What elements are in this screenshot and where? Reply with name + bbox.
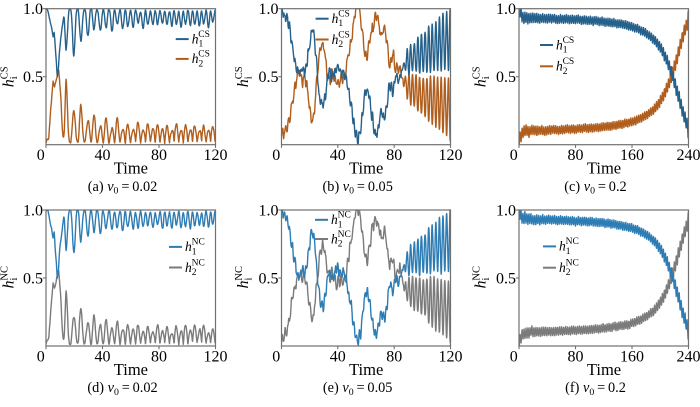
svg-text:240: 240 (677, 147, 700, 164)
svg-text:80: 80 (568, 349, 584, 366)
svg-text:Time: Time (587, 360, 621, 379)
svg-text:120: 120 (439, 147, 463, 164)
svg-text:40: 40 (95, 349, 111, 366)
svg-text:(a) v0 = 0.02: (a) v0 = 0.02 (88, 179, 158, 197)
svg-text:Time: Time (349, 360, 383, 379)
svg-text:40: 40 (95, 147, 111, 164)
svg-text:0.5: 0.5 (23, 270, 43, 287)
svg-text:0.5: 0.5 (23, 69, 43, 86)
svg-text:Time: Time (114, 360, 148, 379)
svg-text:Time: Time (349, 159, 383, 178)
svg-text:1.0: 1.0 (496, 202, 516, 219)
svg-text:Time: Time (114, 159, 148, 178)
svg-text:120: 120 (204, 349, 228, 366)
svg-text:80: 80 (386, 147, 402, 164)
svg-text:(d) v0 = 0.02: (d) v0 = 0.02 (87, 380, 157, 398)
svg-text:0.5: 0.5 (259, 69, 279, 86)
svg-text:(f) v0 = 0.2: (f) v0 = 0.2 (565, 380, 626, 398)
svg-text:160: 160 (620, 147, 644, 164)
svg-text:1.0: 1.0 (23, 202, 43, 219)
svg-text:240: 240 (677, 349, 700, 366)
svg-text:0.5: 0.5 (496, 69, 516, 86)
svg-text:0: 0 (37, 349, 45, 366)
svg-text:80: 80 (151, 349, 167, 366)
svg-text:80: 80 (151, 147, 167, 164)
svg-text:40: 40 (330, 349, 346, 366)
svg-text:1.0: 1.0 (259, 1, 279, 18)
svg-text:40: 40 (330, 147, 346, 164)
svg-text:80: 80 (386, 349, 402, 366)
svg-text:0: 0 (510, 349, 518, 366)
svg-text:(b) v0 = 0.05: (b) v0 = 0.05 (323, 179, 393, 197)
svg-text:Time: Time (587, 159, 621, 178)
svg-text:80: 80 (568, 147, 584, 164)
svg-text:0.5: 0.5 (496, 270, 516, 287)
svg-text:(e) v0 = 0.05: (e) v0 = 0.05 (323, 380, 393, 398)
svg-text:0: 0 (272, 349, 280, 366)
svg-text:1.0: 1.0 (23, 1, 43, 18)
svg-text:1.0: 1.0 (259, 202, 279, 219)
svg-text:160: 160 (620, 349, 644, 366)
svg-text:0: 0 (510, 147, 518, 164)
svg-text:0: 0 (37, 147, 45, 164)
svg-text:(c) v0 = 0.2: (c) v0 = 0.2 (564, 179, 626, 197)
svg-text:120: 120 (439, 349, 463, 366)
svg-text:1.0: 1.0 (496, 1, 516, 18)
svg-text:0: 0 (272, 147, 280, 164)
svg-text:0.5: 0.5 (259, 270, 279, 287)
svg-text:120: 120 (204, 147, 228, 164)
